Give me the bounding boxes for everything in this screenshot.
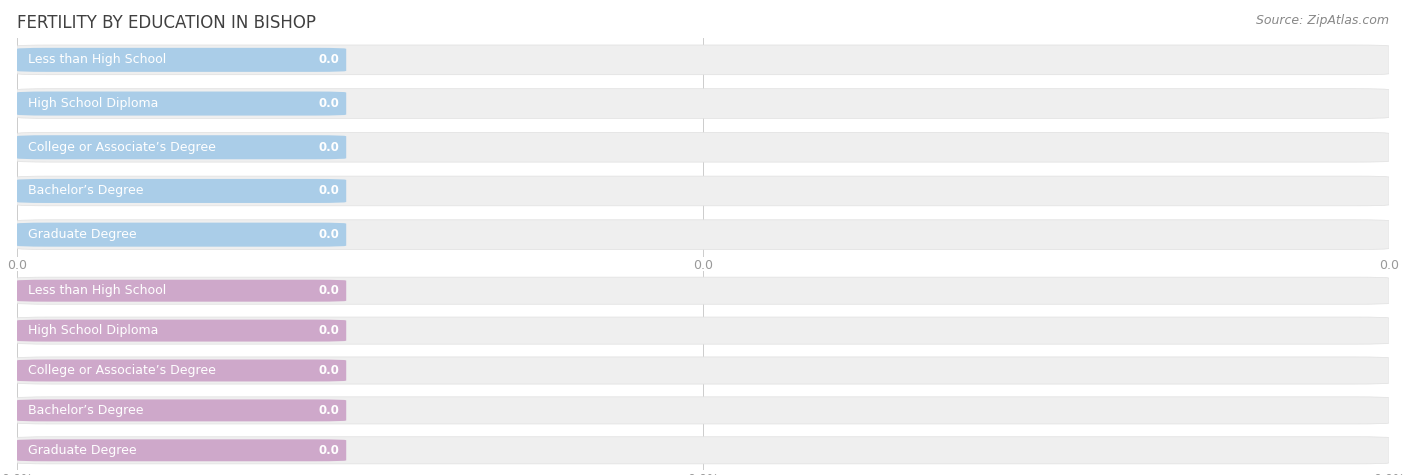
Text: 0.0: 0.0 <box>319 284 339 297</box>
FancyBboxPatch shape <box>17 317 1389 344</box>
Text: Bachelor’s Degree: Bachelor’s Degree <box>28 404 143 417</box>
FancyBboxPatch shape <box>17 176 1389 206</box>
FancyBboxPatch shape <box>17 133 1389 162</box>
Text: 0.0: 0.0 <box>319 404 339 417</box>
Text: 0.0: 0.0 <box>319 141 339 154</box>
FancyBboxPatch shape <box>17 357 1389 384</box>
Text: Bachelor’s Degree: Bachelor’s Degree <box>28 184 143 198</box>
Text: 0.0: 0.0 <box>319 53 339 67</box>
Text: High School Diploma: High School Diploma <box>28 97 159 110</box>
Text: 0.0: 0.0 <box>319 364 339 377</box>
FancyBboxPatch shape <box>17 48 346 72</box>
Text: Source: ZipAtlas.com: Source: ZipAtlas.com <box>1256 14 1389 27</box>
Text: Graduate Degree: Graduate Degree <box>28 228 136 241</box>
FancyBboxPatch shape <box>17 360 346 381</box>
FancyBboxPatch shape <box>17 399 346 421</box>
FancyBboxPatch shape <box>17 179 346 203</box>
Text: College or Associate’s Degree: College or Associate’s Degree <box>28 141 215 154</box>
Text: High School Diploma: High School Diploma <box>28 324 159 337</box>
Text: Graduate Degree: Graduate Degree <box>28 444 136 457</box>
Text: FERTILITY BY EDUCATION IN BISHOP: FERTILITY BY EDUCATION IN BISHOP <box>17 14 316 32</box>
FancyBboxPatch shape <box>17 45 1389 75</box>
FancyBboxPatch shape <box>17 89 1389 118</box>
FancyBboxPatch shape <box>17 320 346 342</box>
FancyBboxPatch shape <box>17 135 346 159</box>
Text: Less than High School: Less than High School <box>28 53 166 67</box>
FancyBboxPatch shape <box>17 280 346 302</box>
FancyBboxPatch shape <box>17 439 346 461</box>
FancyBboxPatch shape <box>17 437 1389 464</box>
Text: College or Associate’s Degree: College or Associate’s Degree <box>28 364 215 377</box>
Text: 0.0: 0.0 <box>319 324 339 337</box>
FancyBboxPatch shape <box>17 92 346 115</box>
Text: 0.0: 0.0 <box>319 97 339 110</box>
Text: 0.0: 0.0 <box>319 444 339 457</box>
FancyBboxPatch shape <box>17 223 346 247</box>
Text: Less than High School: Less than High School <box>28 284 166 297</box>
FancyBboxPatch shape <box>17 277 1389 304</box>
Text: 0.0: 0.0 <box>319 228 339 241</box>
FancyBboxPatch shape <box>17 397 1389 424</box>
Text: 0.0: 0.0 <box>319 184 339 198</box>
FancyBboxPatch shape <box>17 220 1389 249</box>
